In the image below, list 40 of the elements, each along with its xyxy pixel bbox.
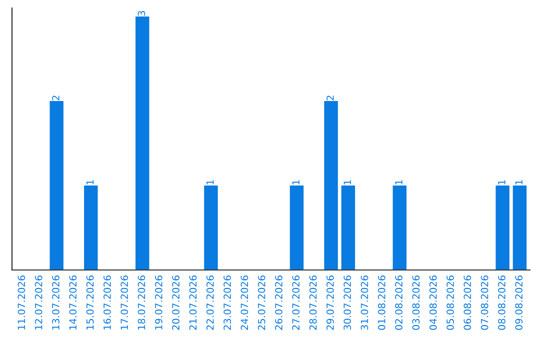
x-tick-label: 12.07.2026: [34, 275, 42, 330]
data-label: 1: [344, 180, 351, 184]
x-tick-label: 17.07.2026: [120, 275, 128, 330]
data-label: 1: [292, 180, 300, 184]
x-tick-label: 26.07.2026: [275, 275, 282, 330]
x-tick-label: 05.08.2026: [446, 275, 454, 330]
data-label: 1: [395, 180, 402, 184]
data-label: 2: [326, 96, 334, 100]
data-label: 3: [138, 11, 146, 16]
x-tick-label: 03.08.2026: [412, 275, 420, 330]
x-tick-label: 19.07.2026: [154, 275, 162, 330]
x-tick-label: 25.07.2026: [258, 275, 266, 330]
x-tick-label: 23.07.2026: [224, 275, 231, 330]
x-tick-label: 06.08.2026: [464, 275, 472, 330]
data-label: 1: [86, 180, 94, 184]
x-tick-label: 01.08.2026: [378, 275, 386, 330]
x-tick-label: 18.07.2026: [138, 275, 146, 330]
x-tick-label: 15.07.2026: [86, 275, 94, 330]
data-label: 1: [206, 180, 214, 184]
x-tick-label: 13.07.2026: [52, 275, 60, 330]
x-tick-label: 07.08.2026: [480, 275, 488, 330]
x-tick-label: 09.08.2026: [515, 275, 523, 330]
data-label: 1: [515, 180, 522, 184]
x-tick-label: 24.07.2026: [240, 275, 248, 330]
x-tick-label: 20.07.2026: [172, 275, 180, 330]
x-tick-label: 02.08.2026: [395, 275, 402, 330]
x-tick-label: 27.07.2026: [292, 275, 300, 330]
x-tick-label: 21.07.2026: [189, 275, 197, 330]
x-tick-label: 04.08.2026: [429, 275, 437, 330]
x-tick-label: 16.07.2026: [104, 275, 111, 330]
x-tick-label: 30.07.2026: [344, 275, 352, 330]
x-tick-label: 11.07.2026: [18, 275, 26, 330]
x-tick-label: 29.07.2026: [326, 275, 334, 330]
x-tick-label: 31.07.2026: [360, 275, 368, 330]
data-label: 1: [498, 180, 506, 184]
x-tick-label: 14.07.2026: [69, 275, 77, 330]
data-label: 2: [52, 96, 60, 100]
x-tick-label: 28.07.2026: [309, 275, 317, 330]
x-tick-label: 08.08.2026: [498, 275, 506, 330]
x-tick-label: 22.07.2026: [206, 275, 214, 330]
